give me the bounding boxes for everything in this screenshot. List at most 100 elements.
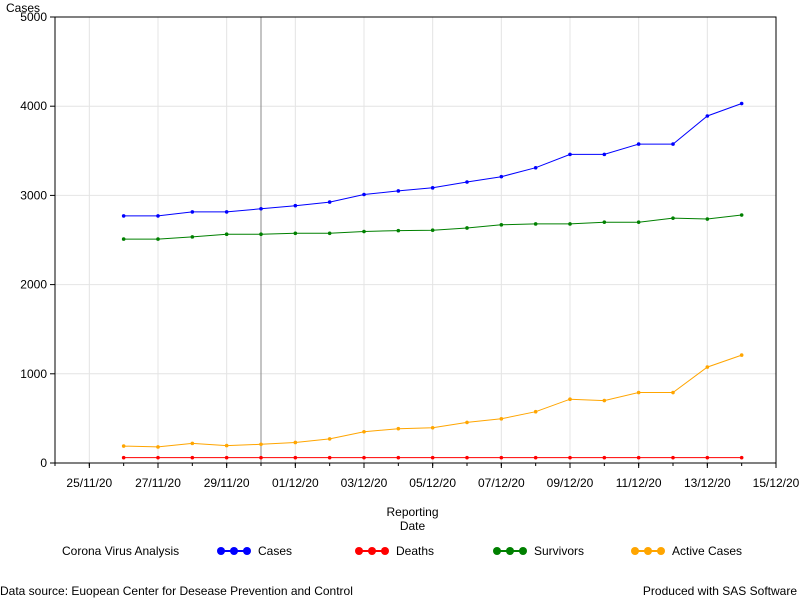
data-point-cases xyxy=(327,200,332,204)
data-point-deaths xyxy=(533,455,538,460)
data-point-deaths xyxy=(327,455,332,460)
data-point-deaths xyxy=(362,455,366,460)
legend-label-deaths: Deaths xyxy=(396,544,435,558)
data-point-survivors xyxy=(602,220,607,224)
y-tick-label: 5000 xyxy=(20,10,47,24)
data-point-cases xyxy=(739,101,744,106)
legend-swatch-dot xyxy=(644,547,652,555)
legend-swatch-deaths xyxy=(354,544,390,558)
data-point-deaths xyxy=(739,455,744,460)
series-survivors xyxy=(121,213,744,241)
legend-swatch-dot xyxy=(217,547,225,555)
data-point-deaths xyxy=(121,455,126,460)
x-tick-label: 15/12/20 xyxy=(753,476,800,490)
data-point-survivors xyxy=(499,223,504,227)
data-point-survivors xyxy=(327,231,332,236)
data-point-active-cases xyxy=(259,442,263,447)
legend-swatch-dot xyxy=(230,547,238,555)
y-axis-title: Cases xyxy=(6,1,40,15)
legend-item-deaths: Deaths xyxy=(354,544,434,558)
x-tick-label: 05/12/20 xyxy=(409,476,456,490)
legend-swatch-dot xyxy=(657,547,665,555)
x-axis-title-line-2: Date xyxy=(400,519,426,533)
data-point-active-cases xyxy=(533,409,538,414)
x-tick-label: 13/12/20 xyxy=(684,476,731,490)
data-point-survivors xyxy=(259,232,263,237)
legend-swatch-dot xyxy=(493,547,501,555)
data-point-deaths xyxy=(465,455,469,460)
data-point-active-cases xyxy=(602,398,607,403)
data-point-cases xyxy=(430,186,435,190)
data-point-active-cases xyxy=(396,426,401,431)
data-point-active-cases xyxy=(293,440,298,445)
data-point-active-cases xyxy=(156,445,160,449)
data-point-active-cases xyxy=(121,444,126,448)
data-point-deaths xyxy=(499,455,504,460)
y-tick-label: 2000 xyxy=(20,278,47,292)
legend-label-active-cases: Active Cases xyxy=(672,544,743,558)
data-point-survivors xyxy=(224,232,229,237)
data-point-cases xyxy=(156,214,160,218)
legend-swatch-dot xyxy=(519,547,527,555)
data-point-active-cases xyxy=(430,425,435,430)
series-cases xyxy=(121,101,744,218)
legend-swatch-dot xyxy=(631,547,639,555)
legend-swatch-dot xyxy=(381,547,389,555)
series-layer xyxy=(121,101,744,460)
data-point-deaths xyxy=(705,455,710,460)
legend-swatch-dot xyxy=(243,547,251,555)
data-point-survivors xyxy=(156,237,160,241)
grid-lines xyxy=(55,16,777,464)
y-tick-label: 0 xyxy=(40,456,47,470)
data-source-note: Data source: Euopean Center for Desease … xyxy=(0,584,353,598)
data-point-survivors xyxy=(396,228,401,233)
data-point-deaths xyxy=(224,455,229,460)
data-point-survivors xyxy=(533,222,538,226)
data-point-deaths xyxy=(259,455,263,460)
data-point-cases xyxy=(190,210,195,214)
data-point-active-cases xyxy=(636,390,641,395)
data-point-active-cases xyxy=(327,437,332,441)
x-tick-label: 27/11/20 xyxy=(135,476,181,490)
legend-swatch-dot xyxy=(506,547,514,555)
data-point-survivors xyxy=(705,217,710,221)
data-point-survivors xyxy=(568,222,572,226)
data-point-cases xyxy=(465,180,469,184)
data-point-cases xyxy=(602,152,607,157)
data-point-active-cases xyxy=(739,353,744,357)
data-point-deaths xyxy=(636,455,641,460)
data-point-active-cases xyxy=(190,441,195,446)
data-point-active-cases xyxy=(465,420,469,425)
legend-item-active-cases: Active Cases xyxy=(630,544,742,558)
x-tick-label: 03/12/20 xyxy=(341,476,388,490)
y-tick-label: 4000 xyxy=(20,99,47,113)
data-point-survivors xyxy=(739,213,744,217)
data-point-cases xyxy=(362,192,366,197)
data-point-cases xyxy=(705,114,710,118)
data-point-deaths xyxy=(430,455,435,460)
data-point-cases xyxy=(259,206,263,211)
data-point-cases xyxy=(396,189,401,193)
x-tick-label: 01/12/20 xyxy=(272,476,319,490)
data-point-cases xyxy=(224,210,229,214)
legend-swatch-survivors xyxy=(492,544,528,558)
data-point-active-cases xyxy=(671,390,675,395)
data-point-deaths xyxy=(190,455,195,460)
data-point-cases xyxy=(499,174,504,179)
data-point-survivors xyxy=(190,235,195,239)
data-point-survivors xyxy=(121,237,126,241)
x-axis-title-line-1: Reporting xyxy=(386,505,438,519)
legend-title: Corona Virus Analysis xyxy=(62,544,180,558)
legend: Corona Virus Analysis Cases Deaths Survi… xyxy=(0,543,800,563)
x-tick-label: 07/12/20 xyxy=(478,476,525,490)
data-point-active-cases xyxy=(224,443,229,448)
series-deaths xyxy=(121,455,744,460)
data-point-cases xyxy=(568,152,572,157)
data-point-deaths xyxy=(671,455,675,460)
x-tick-label: 29/11/20 xyxy=(204,476,250,490)
x-tick-label: 25/11/20 xyxy=(66,476,112,490)
software-note: Produced with SAS Software xyxy=(642,584,797,598)
y-tick-label: 3000 xyxy=(20,188,47,202)
legend-swatch-dot xyxy=(368,547,376,555)
data-point-survivors xyxy=(293,231,298,236)
